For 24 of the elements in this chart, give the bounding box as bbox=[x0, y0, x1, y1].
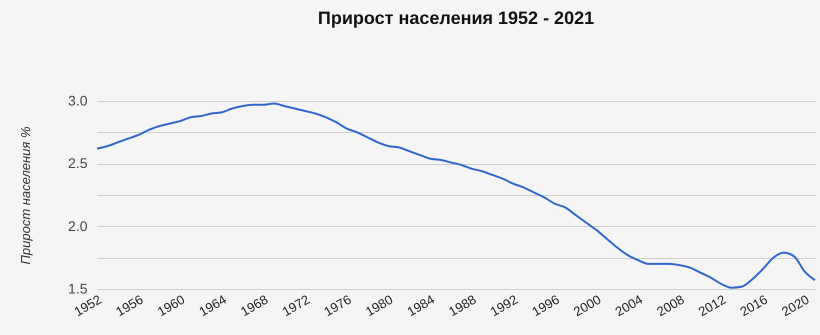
y-tick-label: 2.0 bbox=[68, 218, 88, 234]
x-tick-label: 2004 bbox=[612, 292, 646, 320]
x-tick-label: 2020 bbox=[779, 292, 812, 320]
y-tick-label: 1.5 bbox=[68, 280, 88, 296]
x-tick-label: 1992 bbox=[488, 292, 520, 320]
x-tick-label: 1972 bbox=[280, 292, 312, 320]
x-tick-label: 2012 bbox=[696, 292, 728, 320]
x-tick-label: 2008 bbox=[654, 292, 687, 320]
x-tick-label: 1988 bbox=[446, 292, 479, 320]
y-axis-title: Прирост населения % bbox=[18, 126, 34, 265]
x-tick-label: 1996 bbox=[529, 292, 562, 320]
y-tick-label: 2.5 bbox=[68, 155, 88, 172]
x-tick-label: 1960 bbox=[154, 292, 188, 320]
x-tick-label: 2016 bbox=[737, 292, 770, 320]
x-tick-label: 1976 bbox=[321, 292, 354, 320]
chart-title: Прирост населения 1952 - 2021 bbox=[318, 8, 594, 28]
x-tick-label: 2000 bbox=[570, 292, 604, 320]
x-tick-label: 1980 bbox=[362, 292, 396, 320]
y-tick-label: 3.0 bbox=[68, 92, 88, 108]
x-tick-label: 1964 bbox=[196, 292, 229, 320]
line-series bbox=[96, 102, 816, 289]
x-tick-label: 1956 bbox=[113, 292, 146, 320]
x-tick-label: 1968 bbox=[238, 292, 270, 320]
x-tick-label: 1984 bbox=[404, 292, 437, 320]
